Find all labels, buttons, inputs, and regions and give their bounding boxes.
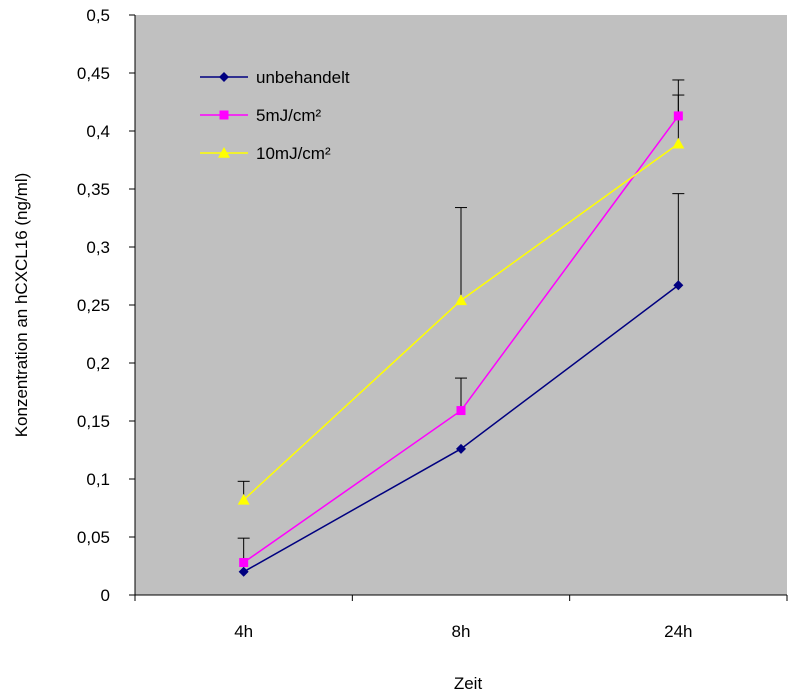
y-tick-label: 0,05 <box>77 528 110 547</box>
legend-label: unbehandelt <box>256 68 350 87</box>
data-point <box>455 294 467 306</box>
y-tick-label: 0 <box>101 586 110 605</box>
data-point <box>456 406 466 416</box>
y-tick-label: 0,1 <box>86 470 110 489</box>
data-point <box>673 280 684 291</box>
x-tick-label: 8h <box>452 622 471 641</box>
y-tick-label: 0,15 <box>77 412 110 431</box>
legend: unbehandelt 5mJ/cm² 10mJ/cm² <box>200 68 350 163</box>
y-tick-label: 0,45 <box>77 64 110 83</box>
series-markers <box>237 111 685 577</box>
data-point <box>673 111 683 121</box>
y-tick-label: 0,35 <box>77 180 110 199</box>
legend-label: 10mJ/cm² <box>256 144 331 163</box>
x-tick-label: 4h <box>234 622 253 641</box>
legend-marker <box>218 147 230 158</box>
data-point <box>672 137 685 149</box>
y-tick-label: 0,25 <box>77 296 110 315</box>
legend-marker <box>219 72 229 82</box>
data-point <box>238 566 249 577</box>
legend-marker <box>219 110 229 120</box>
data-point <box>456 443 466 454</box>
y-tick-label: 0,2 <box>86 354 110 373</box>
y-axis-title: Konzentration an hCXCL16 (ng/ml) <box>12 173 31 438</box>
legend-label: 5mJ/cm² <box>256 106 322 125</box>
y-tick-label: 0,4 <box>86 122 110 141</box>
x-axis-title: Zeit <box>454 674 483 691</box>
x-tick-label: 24h <box>664 622 692 641</box>
y-tick-label: 0,3 <box>86 238 110 257</box>
y-ticks: 0 0,05 0,1 0,15 0,2 0,25 0,3 0,35 0,4 0,45 0,5 <box>77 6 135 605</box>
y-tick-label: 0,5 <box>86 6 110 25</box>
data-point <box>239 558 249 568</box>
data-point <box>237 493 250 505</box>
x-ticks: 4h 8h 24h <box>134 595 788 641</box>
